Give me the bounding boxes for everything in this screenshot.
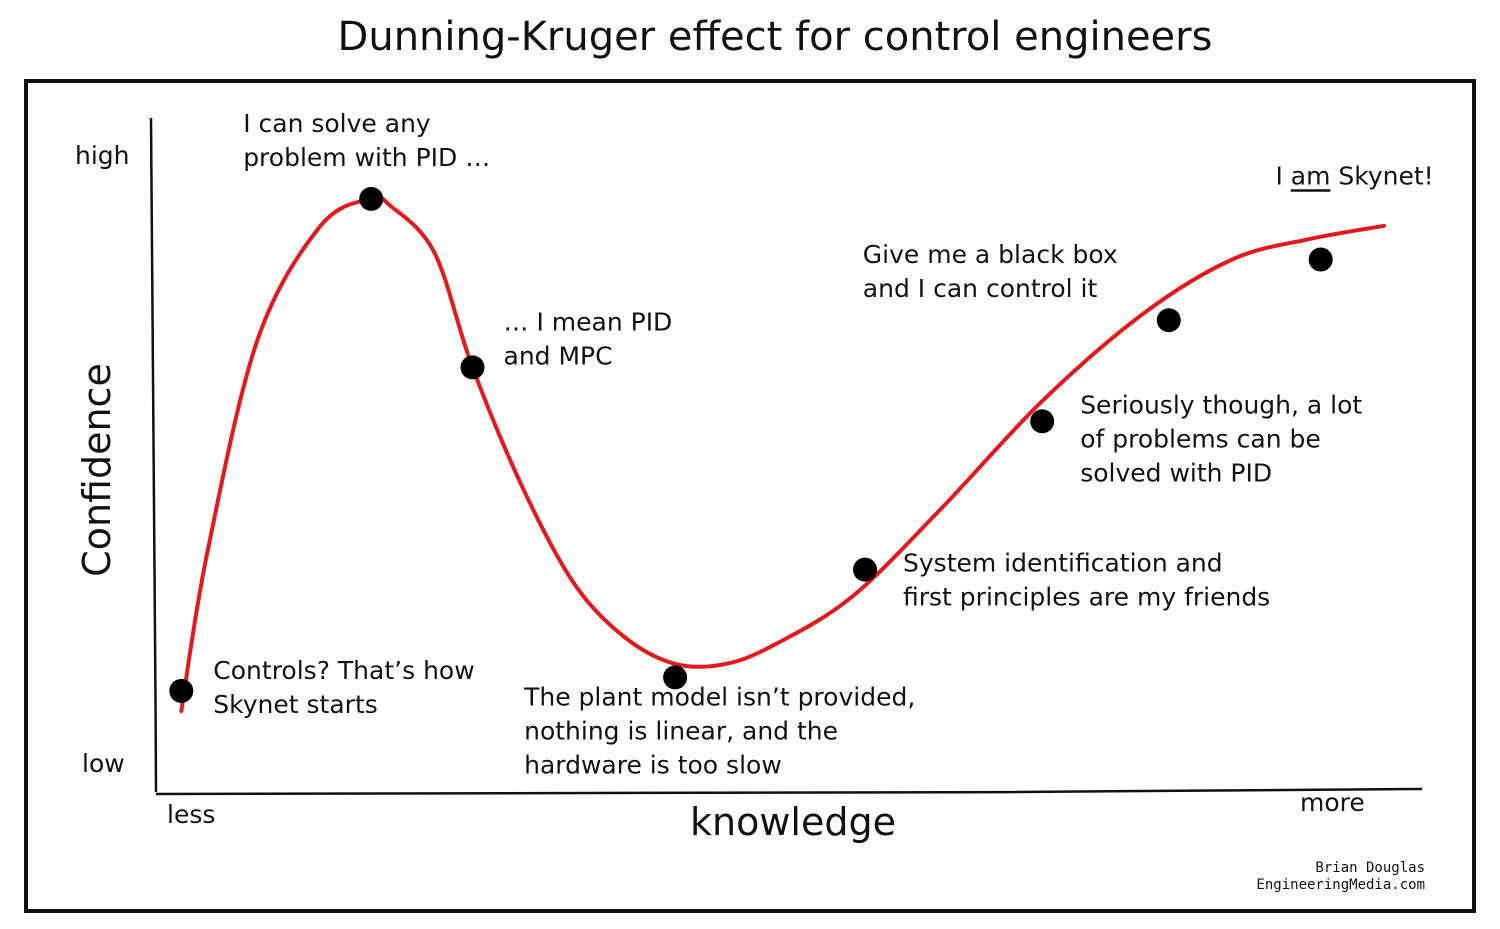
annotation-1-line-2: Skynet starts <box>213 690 377 719</box>
chart-frame <box>24 79 1476 913</box>
data-point-4 <box>663 665 688 690</box>
data-point-6 <box>1030 409 1055 434</box>
annotation-6-line-2: of problems can be <box>1080 424 1321 453</box>
y-tick-low: low <box>82 749 125 778</box>
annotation-5-line-2: first principles are my friends <box>903 583 1270 612</box>
chart-title: Dunning-Kruger effect for control engine… <box>338 14 1213 60</box>
annotation-7-line-1: Give me a black box <box>863 240 1118 269</box>
y-tick-high: high <box>75 141 130 170</box>
annotation-7-line-2: and I can control it <box>863 274 1098 303</box>
data-point-1 <box>169 678 194 703</box>
annotation-4-line-1: The plant model isn’t provided, <box>523 682 915 711</box>
credit-author: Brian Douglas <box>1315 860 1425 876</box>
series-line <box>179 195 1386 714</box>
x-axis-line <box>155 787 1423 796</box>
annotation-1-line-1: Controls? That’s how <box>213 656 474 685</box>
data-point-2 <box>359 186 384 211</box>
annotation-5-line-1: System identification and <box>903 549 1223 578</box>
y-axis-label: Confidence <box>75 363 119 577</box>
annotation-skynet: I am Skynet! <box>1275 162 1433 191</box>
annotation-2-line-1: I can solve any <box>243 109 431 138</box>
credit-site: EngineeringMedia.com <box>1256 877 1425 893</box>
data-point-8 <box>1308 247 1333 272</box>
annotation-3-line-2: and MPC <box>504 341 613 370</box>
y-axis-line <box>149 117 158 793</box>
annotation-6-line-3: solved with PID <box>1080 458 1272 487</box>
annotation-4-line-3: hardware is too slow <box>524 750 782 779</box>
data-point-3 <box>460 355 485 380</box>
x-tick-more: more <box>1300 788 1365 817</box>
data-points <box>169 186 1333 703</box>
annotation-4-line-2: nothing is linear, and the <box>524 716 838 745</box>
x-tick-less: less <box>167 800 215 829</box>
annotation-6-line-1: Seriously though, a lot <box>1080 390 1362 419</box>
annotation-3-line-1: … I mean PID <box>504 307 673 336</box>
x-axis-label: knowledge <box>690 800 896 844</box>
data-point-7 <box>1156 308 1181 333</box>
data-point-5 <box>853 557 877 582</box>
annotation-2-line-2: problem with PID … <box>243 143 490 172</box>
annotations: Controls? That’s how Skynet starts I can s… <box>213 109 1433 780</box>
